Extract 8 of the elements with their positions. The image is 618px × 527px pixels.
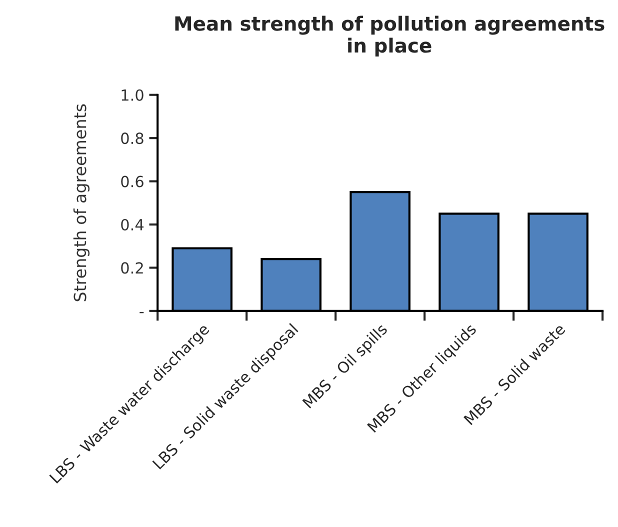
y-axis-title: Strength of agreements [73,104,90,302]
y-tick-label: 1.0 [122,89,144,101]
chart-title: Mean strength of pollution agreements in place [175,16,604,57]
y-tick-label: 0.4 [121,218,144,231]
y-tick-label: 0.8 [121,132,144,144]
y-tick-label: 0.2 [121,262,143,274]
y-tick-label: 0.6 [121,176,144,188]
y-tick-label: - [140,312,144,314]
